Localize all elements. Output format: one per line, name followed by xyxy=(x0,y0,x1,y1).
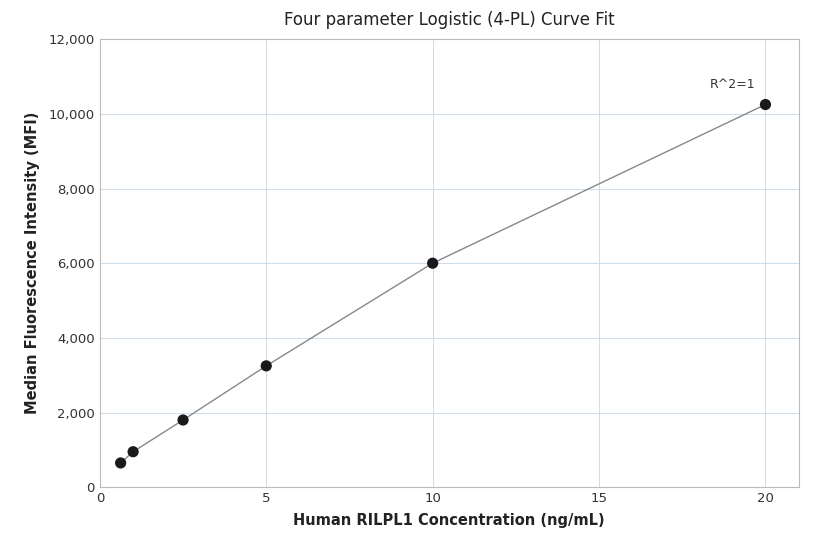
Text: R^2=1: R^2=1 xyxy=(710,78,755,91)
Point xyxy=(759,100,772,109)
Point xyxy=(260,361,273,370)
Point xyxy=(176,416,190,424)
X-axis label: Human RILPL1 Concentration (ng/mL): Human RILPL1 Concentration (ng/mL) xyxy=(294,514,605,529)
Point xyxy=(426,259,439,268)
Y-axis label: Median Fluorescence Intensity (MFI): Median Fluorescence Intensity (MFI) xyxy=(26,112,41,414)
Point xyxy=(126,447,140,456)
Title: Four parameter Logistic (4-PL) Curve Fit: Four parameter Logistic (4-PL) Curve Fit xyxy=(284,11,615,29)
Point xyxy=(114,459,127,468)
